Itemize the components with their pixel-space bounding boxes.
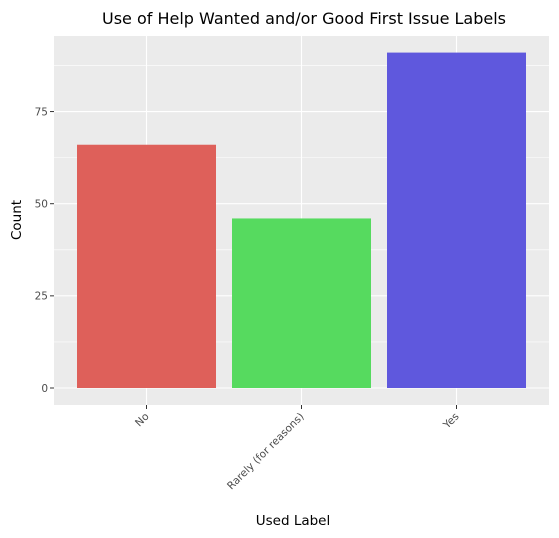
x-axis-ticks: No Rarely (for reasons) Yes — [133, 405, 462, 492]
bar-rarely-for-reasons — [232, 218, 371, 388]
y-axis-ticks: 0 25 50 75 — [35, 106, 54, 395]
x-axis-title: Used Label — [256, 513, 331, 529]
x-tick-label: Rarely (for reasons) — [225, 411, 307, 493]
y-tick-label: 50 — [35, 199, 48, 211]
y-tick-label: 25 — [35, 291, 48, 303]
y-axis-title: Count — [9, 200, 25, 240]
x-tick-label: Yes — [440, 411, 461, 432]
y-tick-label: 75 — [35, 106, 48, 118]
bar-yes — [387, 52, 526, 388]
chart-title: Use of Help Wanted and/or Good First Iss… — [102, 9, 506, 28]
bar-no — [77, 144, 216, 388]
y-tick-label: 0 — [41, 383, 48, 395]
x-tick-label: No — [133, 411, 152, 430]
bars — [77, 52, 526, 388]
